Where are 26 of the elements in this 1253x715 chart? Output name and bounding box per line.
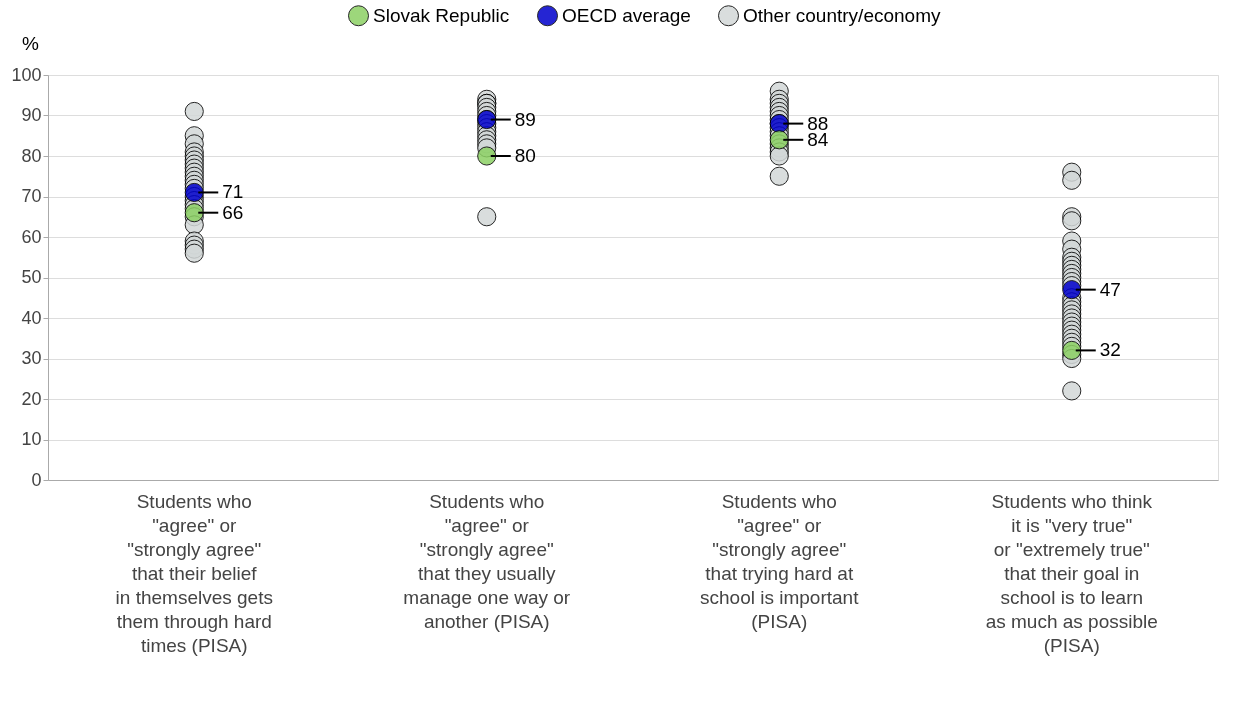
data-label: 32 xyxy=(1099,339,1121,361)
y-tick-label: 90 xyxy=(21,105,42,125)
legend-label: Other country/economy xyxy=(743,4,941,26)
y-tick-label: 70 xyxy=(21,186,42,206)
y-tick-label: 40 xyxy=(21,307,42,328)
y-tick-label: 10 xyxy=(21,429,42,449)
y-tick-label: 20 xyxy=(21,388,42,409)
data-label: 80 xyxy=(514,145,536,166)
y-tick-label: 60 xyxy=(21,226,42,247)
data-label: 89 xyxy=(514,108,536,130)
y-axis-title: % xyxy=(22,32,40,54)
y-tick-label: 50 xyxy=(21,267,42,287)
y-tick-label: 0 xyxy=(31,469,42,490)
data-label: 66 xyxy=(222,201,244,223)
y-tick-label: 30 xyxy=(21,348,42,368)
data-label: 88 xyxy=(807,112,829,134)
x-tick-label: Students who "agree" or "strongly agree" that they usually manage one way or another (PISA) xyxy=(403,490,571,632)
legend-label: OECD average xyxy=(562,4,691,26)
x-tick-label: Students who think it is "very true" or "extremely true" that their goal in school is to learn as much as possible (PISA) xyxy=(985,490,1158,656)
x-tick-label: Students who "agree" or "strongly agree" that trying hard at school is important (PISA) xyxy=(700,490,860,632)
legend-label: Slovak Republic xyxy=(373,4,510,26)
y-tick-label: 100 xyxy=(11,64,42,85)
data-label: 71 xyxy=(222,181,244,203)
x-tick-label: Students who "agree" or "strongly agree" that their belief in themselves gets them through hard times (PISA) xyxy=(115,490,273,656)
y-tick-label: 80 xyxy=(21,145,42,166)
data-label: 47 xyxy=(1099,278,1121,300)
